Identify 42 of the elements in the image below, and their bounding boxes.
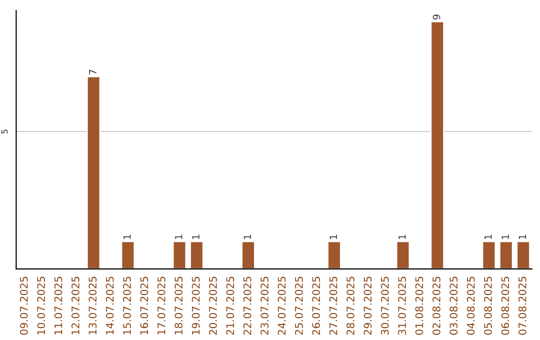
x-tick-label: 10.07.2025 — [37, 276, 46, 334]
x-tick-label: 11.07.2025 — [54, 276, 62, 334]
x-tick-label: 04.08.2025 — [466, 276, 475, 335]
x-tick-label: 25.07.2025 — [294, 276, 303, 335]
x-tick-label: 05.08.2025 — [484, 276, 492, 335]
x-tick-label: 07.08.2025 — [518, 276, 526, 335]
x-tick-label: 27.07.2025 — [329, 276, 338, 335]
data-label: 1 — [502, 234, 509, 239]
x-tick-label: 06.08.2025 — [501, 276, 510, 335]
data-label: 7 — [89, 70, 96, 74]
data-label: 1 — [330, 234, 337, 239]
data-label: 1 — [192, 234, 200, 239]
y-tick-label: 5 — [1, 130, 8, 134]
data-label: 1 — [175, 234, 182, 239]
x-tick-label: 23.07.2025 — [260, 276, 268, 335]
x-tick-label: 26.07.2025 — [312, 276, 320, 335]
x-tick-label: 24.07.2025 — [278, 276, 286, 335]
data-label: 1 — [398, 234, 406, 239]
x-tick-label: 31.07.2025 — [398, 276, 406, 335]
data-label: 1 — [124, 234, 131, 239]
x-tick-label: 13.07.2025 — [88, 276, 97, 334]
x-tick-label: 18.07.2025 — [174, 276, 183, 334]
x-tick-label: 29.07.2025 — [364, 276, 372, 335]
x-tick-label: 17.07.2025 — [157, 276, 166, 334]
x-tick-label: 12.07.2025 — [72, 276, 80, 334]
x-tick-label: 22.07.2025 — [243, 276, 252, 335]
data-label: 1 — [244, 234, 251, 239]
data-label: 1 — [518, 234, 526, 239]
x-tick-label: 14.07.2025 — [106, 276, 114, 334]
x-tick-label: 15.07.2025 — [123, 276, 131, 334]
data-label: 1 — [484, 234, 492, 239]
x-tick-label: 30.07.2025 — [380, 276, 389, 335]
x-tick-label: 20.07.2025 — [209, 276, 217, 335]
x-tick-label: 19.07.2025 — [192, 276, 200, 334]
x-tick-label: 09.07.2025 — [20, 276, 28, 335]
x-tick-label: 02.08.2025 — [432, 276, 440, 335]
x-tick-label: 03.08.2025 — [450, 276, 458, 335]
x-tick-label: 21.07.2025 — [226, 276, 234, 335]
data-label: 9 — [432, 14, 440, 20]
x-tick-label: 28.07.2025 — [346, 276, 354, 335]
x-tick-label: 16.07.2025 — [140, 276, 148, 334]
x-tick-label: 01.08.2025 — [415, 276, 424, 335]
